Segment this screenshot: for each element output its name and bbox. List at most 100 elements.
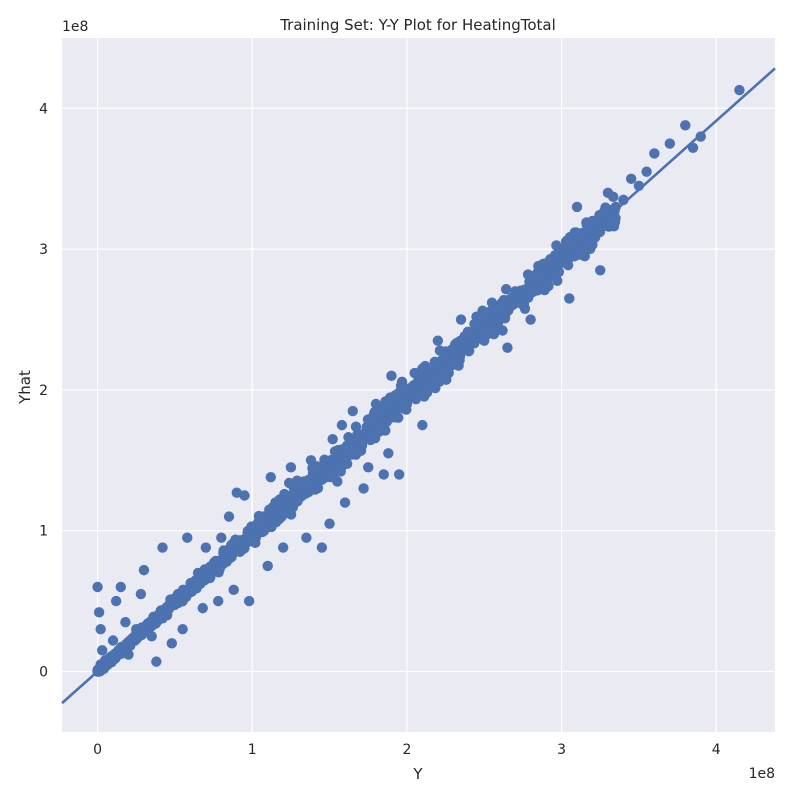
scatter-point	[243, 595, 255, 607]
scatter-point	[417, 419, 428, 431]
scatter-point	[324, 518, 335, 529]
scatter-point	[262, 560, 273, 572]
scatter-point	[500, 283, 512, 295]
x-tick-label: 4	[712, 742, 721, 758]
scatter-point	[350, 449, 362, 460]
scatter-point	[393, 469, 405, 480]
x-tick-label: 3	[557, 742, 566, 758]
scatter-point	[358, 483, 369, 494]
scatter-point	[319, 454, 330, 465]
scatter-point	[383, 448, 394, 459]
scatter-point	[97, 645, 108, 656]
scatter-point	[384, 392, 396, 403]
scatter-point	[262, 521, 274, 532]
scatter-point	[502, 342, 513, 353]
scatter-point	[496, 304, 507, 315]
scatter-point	[115, 581, 126, 593]
y-tick-label: 2	[39, 383, 48, 399]
scatter-point	[562, 259, 574, 271]
scatter-point	[581, 219, 592, 230]
scatter-point	[336, 419, 348, 431]
x-axis-label: Y	[412, 765, 423, 783]
scatter-point	[228, 584, 239, 596]
scatter-point	[524, 283, 535, 295]
scatter-point	[135, 588, 147, 600]
scatter-point	[355, 435, 366, 446]
scatter-point	[552, 275, 563, 287]
y-axis-offset-label: 1e8	[62, 19, 88, 35]
scatter-point	[396, 376, 408, 388]
scatter-point	[347, 405, 358, 417]
scatter-point	[594, 211, 605, 222]
scatter-point	[151, 656, 162, 667]
scatter-point	[216, 532, 227, 543]
fit-line	[61, 67, 776, 705]
scatter-point	[350, 421, 362, 432]
scatter-point	[454, 335, 466, 347]
scatter-point	[365, 434, 376, 446]
scatter-point	[95, 624, 106, 635]
scatter-point	[157, 542, 168, 553]
y-tick-label: 1	[39, 524, 48, 540]
scatter-point	[200, 542, 212, 553]
scatter-point	[477, 305, 488, 316]
x-tick-label: 2	[402, 742, 411, 758]
scatter-point	[92, 581, 103, 593]
scatter-point	[327, 433, 338, 445]
scatter-point	[248, 530, 259, 541]
scatter-point	[525, 314, 536, 325]
scatter-point	[488, 328, 500, 340]
scatter-point	[236, 535, 248, 546]
x-tick-label: 0	[93, 742, 102, 758]
scatter-point	[432, 335, 444, 346]
scatter-point	[734, 84, 745, 96]
scatter-point	[442, 364, 453, 375]
scatter-point	[551, 240, 562, 251]
scatter-point	[562, 250, 573, 262]
scatter-point	[316, 542, 328, 553]
scatter-point	[197, 602, 208, 614]
scatter-point	[339, 497, 351, 508]
scatter-point	[571, 201, 583, 213]
scatter-point	[321, 464, 332, 476]
scatter-point	[239, 490, 250, 501]
scatter-point	[587, 239, 598, 251]
scatter-point	[120, 616, 131, 628]
scatter-point	[610, 213, 621, 224]
scatter-point	[316, 474, 327, 486]
scatter-point	[595, 265, 606, 276]
scatter-point	[625, 173, 637, 184]
x-tick-label: 1	[248, 742, 257, 758]
scatter-point	[608, 221, 620, 232]
scatter-point	[213, 567, 224, 578]
chart-title: Training Set: Y-Y Plot for HeatingTotal	[279, 16, 556, 34]
scatter-point	[93, 607, 105, 618]
y-tick-label: 3	[39, 242, 48, 258]
y-tick-label: 4	[39, 101, 48, 117]
scatter-point	[649, 148, 660, 159]
scatter-point	[279, 488, 290, 500]
scatter-point	[182, 532, 193, 543]
scatter-point	[386, 370, 397, 382]
scatter-point	[213, 595, 224, 607]
scatter-point	[608, 191, 619, 203]
scatter-point	[265, 472, 276, 483]
scatter-point	[110, 595, 122, 607]
scatter-point	[547, 253, 558, 264]
scatter-point	[370, 398, 382, 410]
y-axis-label: Yhat	[16, 370, 34, 405]
scatter-point	[301, 532, 312, 543]
scatter-point	[341, 458, 353, 470]
scatter-point	[594, 226, 606, 238]
scatter-point	[518, 298, 530, 310]
scatter-point	[138, 564, 150, 576]
scatter-point	[363, 462, 374, 473]
scatter-point	[641, 166, 652, 177]
scatter-point	[166, 638, 178, 649]
scatter-point	[309, 484, 321, 495]
scatter-point	[177, 624, 188, 635]
y-tick-label: 0	[39, 664, 48, 680]
scatter-point	[414, 388, 426, 399]
